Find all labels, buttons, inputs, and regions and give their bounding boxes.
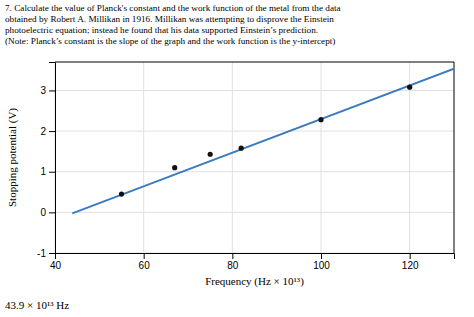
frame-top — [55, 62, 454, 63]
tick: 0 — [40, 207, 55, 218]
point — [239, 146, 244, 151]
tick-label: 2 — [40, 126, 46, 137]
chart: 7. Calculate the value of Planck's const… — [0, 0, 474, 317]
x-axis: 40 60 80 100 120 — [50, 253, 455, 271]
marks — [72, 69, 454, 214]
tick: 60 — [139, 253, 151, 271]
title-line: obtained by Robert A. Millikan in 1916. … — [5, 14, 334, 24]
point — [208, 152, 213, 157]
tick-mark — [49, 253, 55, 254]
grid — [55, 62, 454, 253]
axis-line — [56, 254, 455, 260]
x-label: Frequency (Hz × 10¹³) — [205, 275, 304, 288]
tick-label: 3 — [40, 85, 46, 96]
tick: 120 — [402, 253, 419, 271]
frame-right — [454, 62, 455, 253]
tick: 3 — [40, 85, 55, 96]
title-line: photoelectric equation; instead he found… — [5, 25, 318, 35]
tick-label: 1 — [40, 166, 46, 177]
grid-line-y — [55, 212, 454, 213]
tick-mark — [49, 212, 55, 213]
tick-mark — [144, 253, 145, 259]
tick: 2 — [40, 126, 55, 137]
tick-label: 40 — [50, 260, 62, 271]
tick: -1 — [37, 248, 55, 259]
tick-label: 120 — [402, 260, 419, 271]
annotation: 43.9 × 10¹³ Hz — [5, 299, 69, 311]
tick-label: 80 — [227, 260, 239, 271]
tick-label: 60 — [139, 260, 151, 271]
tick-mark — [232, 253, 233, 259]
tick-mark — [410, 253, 411, 259]
tick-mark — [49, 131, 55, 132]
plot: 40 60 80 100 120 -1 0 1 2 3 — [37, 62, 454, 271]
title-line: 7. Calculate the value of Planck's const… — [5, 3, 341, 13]
tick-label: 0 — [40, 207, 46, 218]
tick: 1 — [40, 166, 55, 177]
tick-label: -1 — [37, 248, 46, 259]
point — [119, 191, 124, 196]
tick: 80 — [227, 253, 239, 271]
point — [407, 85, 412, 90]
grid-line-y — [55, 131, 454, 132]
tick-label: 100 — [313, 260, 330, 271]
y-axis: -1 0 1 2 3 — [37, 63, 55, 259]
axis-line — [49, 63, 56, 254]
point — [172, 165, 177, 170]
title: 7. Calculate the value of Planck's const… — [5, 3, 341, 46]
tick-mark — [321, 253, 322, 259]
fit-line — [72, 69, 454, 214]
grid-line-y — [55, 171, 454, 172]
tick-mark — [49, 90, 55, 91]
tick: 40 — [50, 253, 62, 271]
title-line: (Note: Planck’s constant is the slope of… — [5, 36, 335, 46]
tick-mark — [49, 172, 55, 173]
tick: 100 — [313, 253, 330, 271]
point — [318, 117, 323, 122]
y-label: Stopping potential (V) — [6, 108, 19, 207]
